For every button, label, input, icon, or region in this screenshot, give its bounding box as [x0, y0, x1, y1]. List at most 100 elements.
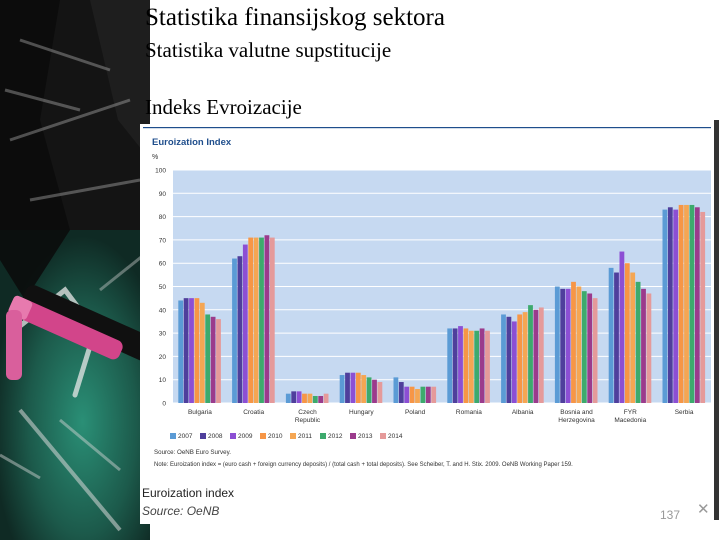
bar [560, 288, 566, 403]
slide-title: Statistika finansijskog sektora [145, 4, 445, 31]
bar [474, 330, 480, 403]
bar [571, 281, 576, 403]
bar [517, 314, 523, 403]
bar [409, 386, 415, 403]
legend-swatch [290, 433, 296, 439]
y-tick-label: 90 [159, 191, 167, 198]
bar [318, 396, 324, 403]
bar [339, 375, 345, 403]
chalkboard-art [0, 0, 150, 540]
y-tick-label: 70 [159, 237, 167, 244]
y-tick-label: 20 [159, 354, 167, 361]
bar [285, 393, 291, 403]
chart-note: Note: Euroization index = (euro cash + f… [154, 462, 573, 468]
bar [242, 244, 248, 403]
bar [253, 237, 259, 403]
chart-top-rule [143, 127, 711, 129]
caption-source: Source: OeNB [142, 504, 220, 518]
bar [404, 386, 410, 403]
bar [345, 372, 350, 403]
bar [264, 235, 270, 403]
bar [205, 314, 211, 403]
y-tick-label: 30 [159, 331, 167, 338]
bar [393, 377, 399, 403]
y-axis-unit: % [152, 154, 158, 161]
legend-label: 2011 [298, 433, 312, 440]
bar [662, 209, 668, 403]
bar [307, 393, 313, 403]
bar [199, 302, 205, 403]
bar [485, 330, 490, 403]
bar [630, 272, 636, 403]
bar [248, 237, 254, 403]
bar [533, 309, 539, 403]
x-tick-label: Herzegovina [558, 417, 595, 424]
bar [189, 298, 194, 403]
bar [700, 211, 706, 403]
bar [635, 281, 641, 403]
bar [425, 386, 431, 403]
legend-swatch [200, 433, 206, 439]
bar [608, 267, 614, 403]
bar [232, 258, 237, 403]
chart-title: Euroization Index [152, 137, 232, 148]
bar [323, 393, 329, 403]
bar [506, 316, 512, 403]
bar [361, 375, 367, 403]
bar [576, 286, 582, 403]
y-tick-label: 50 [159, 284, 167, 291]
legend-swatch [320, 433, 326, 439]
bar [565, 288, 571, 403]
x-tick-label: Czech [298, 409, 317, 416]
bar [614, 272, 619, 403]
bar [420, 386, 426, 403]
bar [377, 382, 383, 403]
bar [237, 256, 243, 403]
x-tick-label: Albania [512, 409, 534, 416]
x-tick-label: Bosnia and [560, 409, 593, 416]
x-tick-label: Macedonia [614, 417, 646, 424]
caption-title: Euroization index [142, 486, 235, 500]
bar [511, 321, 517, 403]
bar [689, 204, 695, 403]
legend-label: 2013 [358, 433, 373, 440]
legend-label: 2010 [268, 433, 283, 440]
x-tick-label: Romania [456, 409, 482, 416]
x-tick-label: Hungary [349, 409, 374, 416]
slide-number: 137 [660, 508, 681, 522]
bar [684, 204, 689, 403]
bar [463, 328, 469, 403]
bar [350, 372, 356, 403]
euroization-chart: Euroization Index % 0 10 20 30 40 50 60 70 80 90 1… [143, 127, 711, 468]
bar [479, 328, 485, 403]
bar [398, 382, 404, 403]
bar [291, 391, 297, 403]
bar [431, 386, 437, 403]
right-edge-bar [714, 120, 719, 520]
slide-heading: Indeks Evroizacije [145, 95, 302, 119]
bar [538, 307, 544, 403]
x-tick-label: Poland [405, 409, 426, 416]
x-tick-label: Serbia [675, 409, 694, 416]
bar [259, 237, 264, 403]
bar [587, 293, 593, 403]
bar [673, 209, 679, 403]
bar [372, 379, 377, 403]
bar [468, 330, 474, 403]
chart-panel: Euroization Index % 0 10 20 30 40 50 60 70 80 90 1… [140, 124, 713, 524]
y-tick-label: 80 [159, 214, 167, 221]
bar [458, 326, 463, 403]
bar [619, 251, 625, 403]
bar [641, 288, 646, 403]
bar [447, 328, 453, 403]
legend-swatch [230, 433, 236, 439]
bar [667, 207, 673, 403]
bar [581, 291, 587, 403]
bar [210, 316, 216, 403]
slide-subtitle: Statistika valutne supstitucije [145, 38, 392, 62]
x-tick-label: Republic [295, 417, 321, 424]
bar [694, 207, 700, 403]
bar [646, 293, 652, 403]
close-icon[interactable]: ✕ [697, 500, 710, 518]
bar [592, 298, 598, 403]
